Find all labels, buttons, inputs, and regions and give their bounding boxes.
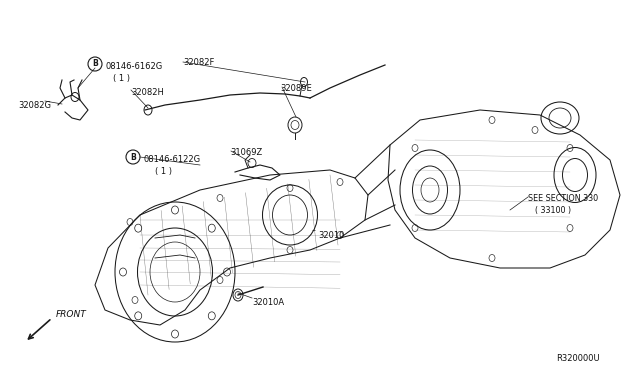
Text: 31069Z: 31069Z xyxy=(230,148,262,157)
Text: 32082H: 32082H xyxy=(131,88,164,97)
Text: 32089E: 32089E xyxy=(280,84,312,93)
Text: ( 33100 ): ( 33100 ) xyxy=(535,206,571,215)
Text: 08146-6122G: 08146-6122G xyxy=(143,155,200,164)
Text: B: B xyxy=(130,153,136,161)
Text: R320000U: R320000U xyxy=(556,354,600,363)
Text: 32010: 32010 xyxy=(318,231,344,240)
Text: SEE SECTION 330: SEE SECTION 330 xyxy=(528,194,598,203)
Text: ( 1 ): ( 1 ) xyxy=(155,167,172,176)
Text: 08146-6162G: 08146-6162G xyxy=(105,62,163,71)
Text: 32082G: 32082G xyxy=(18,101,51,110)
Text: 32082F: 32082F xyxy=(183,58,214,67)
Text: ( 1 ): ( 1 ) xyxy=(113,74,130,83)
Text: FRONT: FRONT xyxy=(56,310,87,319)
Text: 32010A: 32010A xyxy=(252,298,284,307)
Text: B: B xyxy=(92,60,98,68)
